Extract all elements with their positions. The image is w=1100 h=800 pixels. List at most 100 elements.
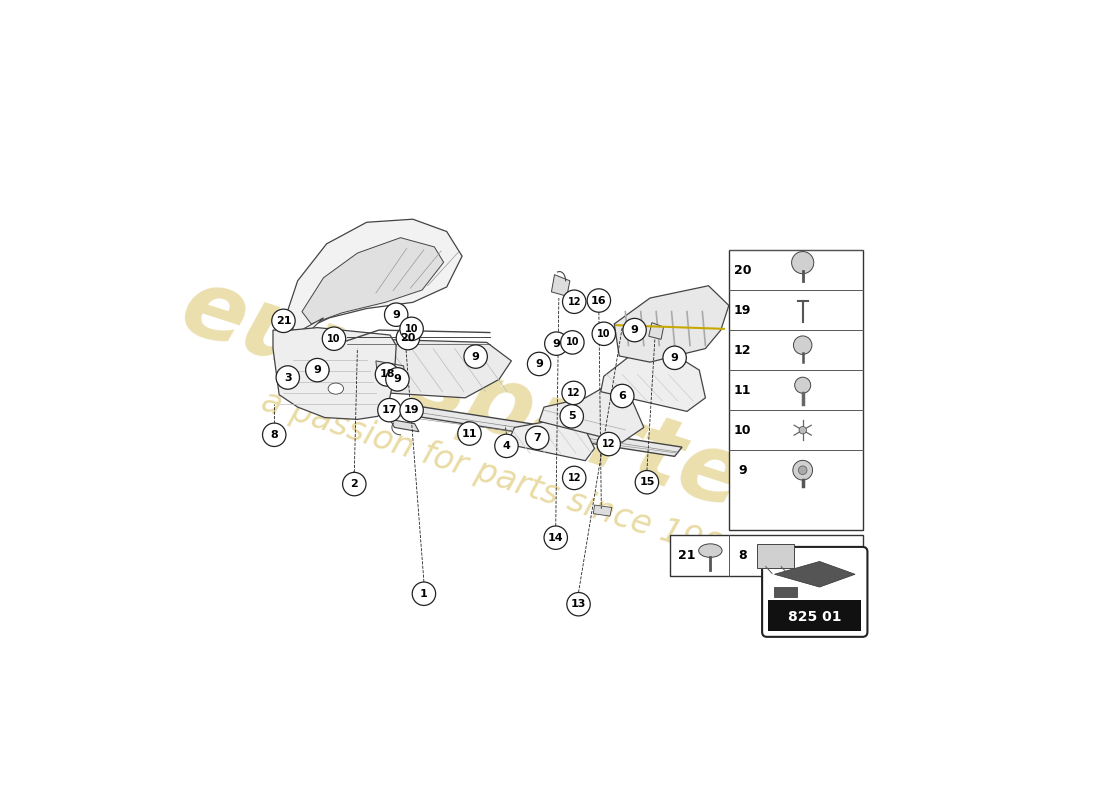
Circle shape bbox=[375, 362, 398, 386]
Text: 1: 1 bbox=[420, 589, 428, 598]
Polygon shape bbox=[273, 328, 396, 419]
Text: 12: 12 bbox=[568, 297, 581, 306]
Circle shape bbox=[793, 460, 813, 480]
Text: 10: 10 bbox=[565, 338, 579, 347]
Text: 18: 18 bbox=[379, 370, 395, 379]
Circle shape bbox=[663, 346, 686, 370]
Text: 8: 8 bbox=[271, 430, 278, 440]
Circle shape bbox=[635, 470, 659, 494]
Circle shape bbox=[560, 405, 583, 428]
Polygon shape bbox=[774, 587, 796, 597]
Circle shape bbox=[561, 330, 584, 354]
Text: 14: 14 bbox=[548, 533, 563, 542]
Text: 9: 9 bbox=[314, 365, 321, 375]
Circle shape bbox=[610, 384, 634, 408]
Polygon shape bbox=[614, 286, 729, 362]
Ellipse shape bbox=[306, 362, 329, 378]
Circle shape bbox=[386, 368, 409, 391]
Circle shape bbox=[458, 422, 481, 446]
Text: 6: 6 bbox=[618, 391, 626, 401]
Circle shape bbox=[276, 366, 299, 390]
Circle shape bbox=[597, 432, 620, 456]
Circle shape bbox=[562, 290, 586, 314]
Text: 16: 16 bbox=[591, 295, 607, 306]
Text: a passion for parts since 1983: a passion for parts since 1983 bbox=[257, 384, 747, 571]
Text: 10: 10 bbox=[327, 334, 341, 344]
Text: 21: 21 bbox=[679, 549, 695, 562]
Text: 19: 19 bbox=[404, 405, 419, 415]
Text: eurospartes: eurospartes bbox=[170, 261, 810, 547]
Text: 9: 9 bbox=[552, 338, 560, 349]
Text: 9: 9 bbox=[472, 351, 480, 362]
Circle shape bbox=[342, 472, 366, 496]
Circle shape bbox=[306, 358, 329, 382]
Text: 4: 4 bbox=[503, 441, 510, 451]
Text: 11: 11 bbox=[462, 429, 477, 438]
Text: 17: 17 bbox=[382, 405, 397, 415]
Ellipse shape bbox=[328, 383, 343, 394]
Polygon shape bbox=[507, 422, 594, 461]
Polygon shape bbox=[539, 386, 644, 442]
Text: 9: 9 bbox=[671, 353, 679, 363]
Polygon shape bbox=[408, 406, 421, 416]
Text: 19: 19 bbox=[734, 303, 751, 317]
Polygon shape bbox=[396, 404, 682, 456]
Circle shape bbox=[263, 423, 286, 446]
Circle shape bbox=[623, 318, 647, 342]
Ellipse shape bbox=[698, 544, 722, 558]
Text: 12: 12 bbox=[566, 388, 581, 398]
Circle shape bbox=[792, 251, 814, 274]
Text: 12: 12 bbox=[734, 344, 751, 357]
Text: 10: 10 bbox=[597, 329, 611, 338]
Text: 21: 21 bbox=[276, 316, 292, 326]
Circle shape bbox=[799, 466, 807, 474]
Circle shape bbox=[396, 326, 419, 350]
Circle shape bbox=[412, 582, 436, 606]
Circle shape bbox=[562, 466, 586, 490]
Circle shape bbox=[592, 322, 616, 346]
Text: 8: 8 bbox=[738, 549, 747, 562]
Text: 10: 10 bbox=[405, 324, 418, 334]
Polygon shape bbox=[593, 505, 612, 516]
Text: 15: 15 bbox=[639, 478, 654, 487]
Text: 5: 5 bbox=[568, 411, 575, 422]
Circle shape bbox=[544, 332, 568, 355]
Circle shape bbox=[562, 382, 585, 405]
Circle shape bbox=[400, 398, 424, 422]
FancyBboxPatch shape bbox=[757, 544, 793, 568]
Circle shape bbox=[377, 398, 402, 422]
Circle shape bbox=[799, 426, 806, 434]
Text: 9: 9 bbox=[536, 359, 543, 369]
Circle shape bbox=[526, 426, 549, 450]
Text: 2: 2 bbox=[351, 479, 359, 489]
Polygon shape bbox=[376, 361, 405, 376]
Text: 3: 3 bbox=[284, 373, 292, 382]
Text: 11: 11 bbox=[734, 384, 751, 397]
Circle shape bbox=[322, 327, 345, 350]
Text: 9: 9 bbox=[630, 325, 638, 335]
Text: 20: 20 bbox=[400, 333, 416, 343]
Polygon shape bbox=[774, 562, 855, 587]
Polygon shape bbox=[601, 354, 705, 411]
Text: 825 01: 825 01 bbox=[788, 610, 842, 624]
Text: 13: 13 bbox=[571, 599, 586, 610]
Circle shape bbox=[527, 352, 551, 376]
Text: 10: 10 bbox=[734, 424, 751, 437]
Text: 9: 9 bbox=[394, 374, 402, 384]
Circle shape bbox=[566, 593, 591, 616]
FancyBboxPatch shape bbox=[768, 600, 861, 630]
Circle shape bbox=[794, 378, 811, 394]
Polygon shape bbox=[285, 318, 323, 354]
Circle shape bbox=[495, 434, 518, 458]
Circle shape bbox=[272, 309, 295, 333]
Circle shape bbox=[385, 303, 408, 326]
Circle shape bbox=[587, 289, 610, 312]
Polygon shape bbox=[390, 419, 419, 432]
Circle shape bbox=[793, 336, 812, 354]
Circle shape bbox=[464, 345, 487, 368]
FancyBboxPatch shape bbox=[670, 534, 864, 577]
Text: 12: 12 bbox=[568, 473, 581, 483]
Text: 7: 7 bbox=[534, 433, 541, 443]
Polygon shape bbox=[285, 336, 327, 386]
Polygon shape bbox=[342, 339, 512, 398]
